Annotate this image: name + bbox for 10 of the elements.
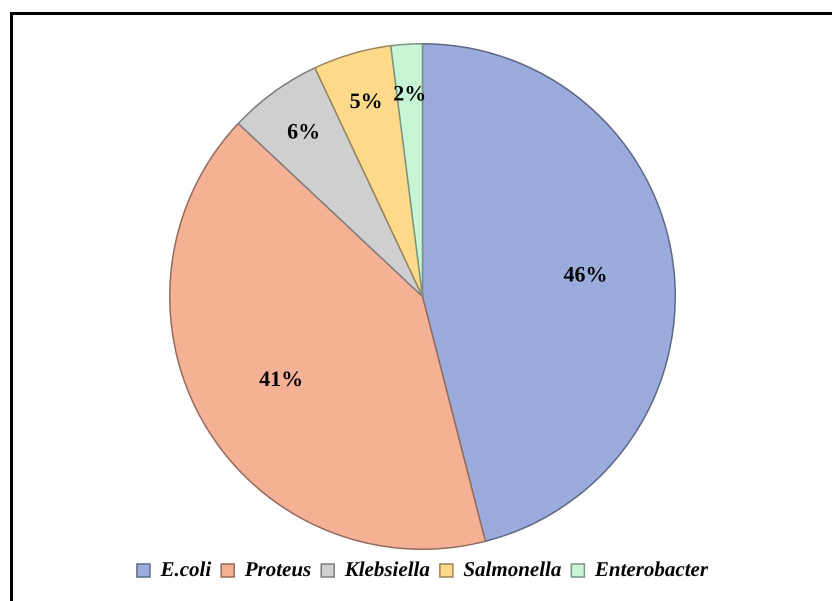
legend-label: E.coli: [159, 556, 212, 581]
legend-label: Enterobacter: [594, 556, 709, 581]
legend-label: Klebsiella: [344, 556, 430, 581]
data-label: 5%: [350, 88, 383, 114]
data-label: 2%: [393, 80, 426, 106]
data-label: 41%: [259, 366, 304, 391]
legend-label: Salmonella: [463, 556, 562, 581]
data-label: 6%: [287, 118, 320, 144]
legend-label: Proteus: [244, 556, 312, 581]
data-label: 46%: [563, 262, 608, 287]
